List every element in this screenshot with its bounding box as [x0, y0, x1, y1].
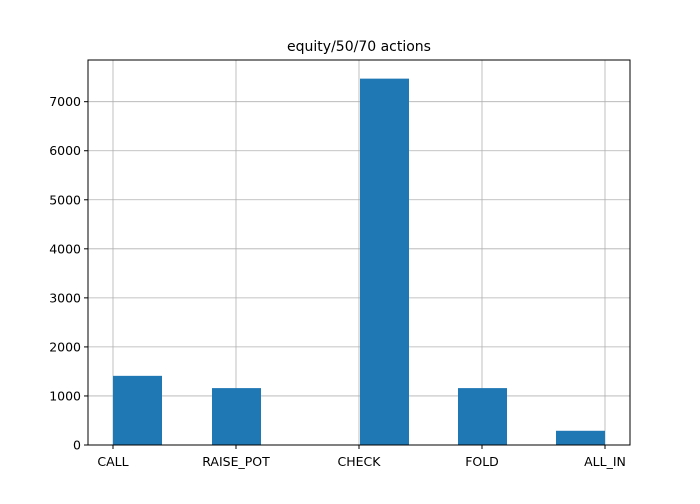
x-tick-label: CALL: [97, 454, 128, 469]
y-tick-label: 4000: [49, 241, 81, 256]
bar-check: [360, 78, 409, 446]
y-tick-label: 7000: [49, 94, 81, 109]
grid-lines: [88, 60, 630, 446]
y-tick-label: 2000: [49, 339, 81, 354]
x-tick-label: ALL_IN: [584, 454, 626, 469]
bar-all-in: [556, 430, 605, 445]
y-tick-label: 1000: [49, 388, 81, 403]
y-tick-label: 6000: [49, 143, 81, 158]
y-axis: 0 1000 2000 3000 4000 5000 6000 7000: [49, 94, 88, 453]
x-tick-label: FOLD: [465, 454, 499, 469]
bars: [113, 78, 605, 446]
y-tick-label: 0: [73, 438, 81, 453]
bar-call: [113, 375, 162, 445]
chart-title: equity/50/70 actions: [287, 39, 431, 55]
y-tick-label: 5000: [49, 192, 81, 207]
x-tick-label: CHECK: [338, 454, 382, 469]
y-tick-label: 3000: [49, 290, 81, 305]
bar-fold: [458, 388, 507, 445]
bar-raise-pot: [212, 388, 261, 445]
x-axis: CALL RAISE_POT CHECK FOLD ALL_IN: [97, 445, 626, 469]
x-tick-label: RAISE_POT: [202, 454, 270, 469]
